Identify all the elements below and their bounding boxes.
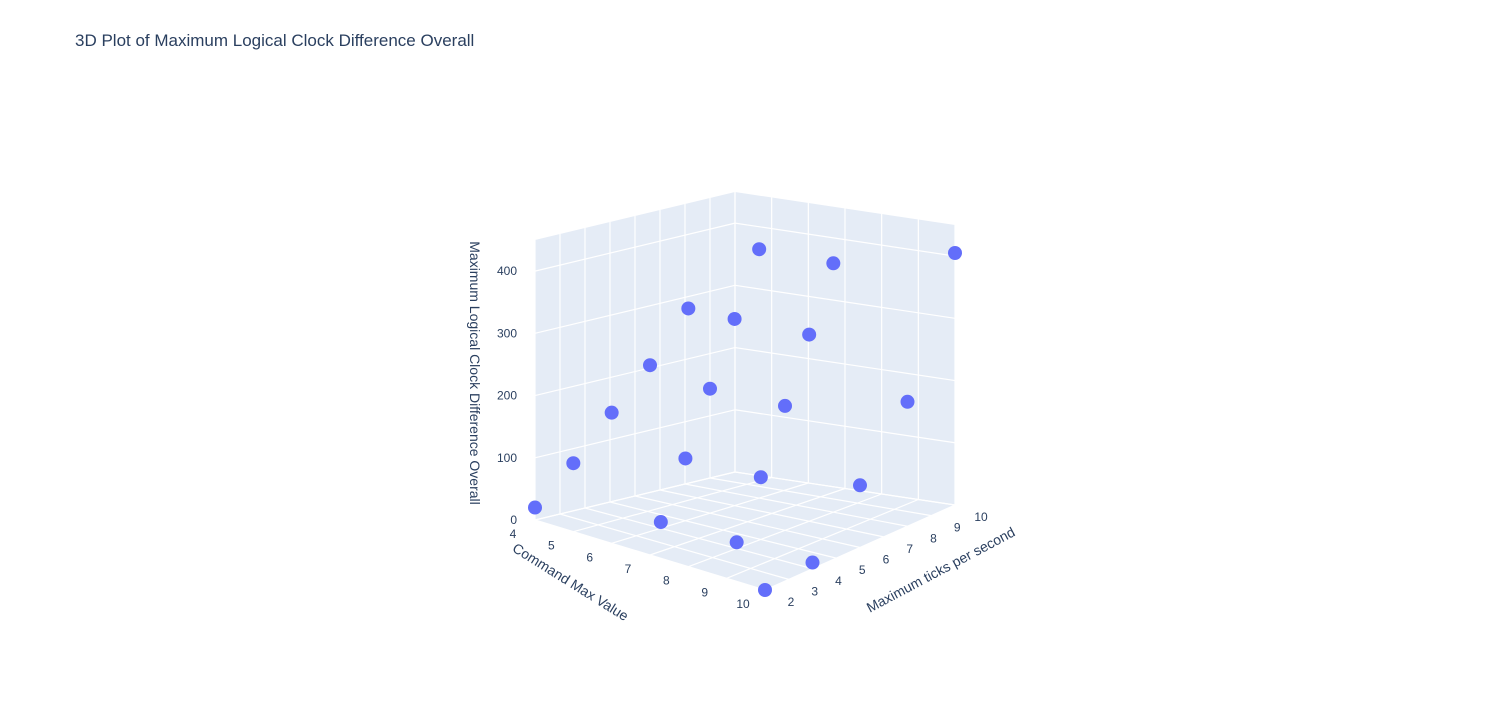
z-tick-label: 300: [497, 326, 517, 340]
markers[interactable]: [528, 242, 962, 597]
grid-line-z-left: [534, 346, 736, 397]
marker-point[interactable]: [604, 405, 619, 420]
x-tick-label: 7: [625, 562, 632, 576]
x-tick-label: 8: [663, 574, 670, 588]
grid-line-z-left: [534, 409, 736, 459]
grid-lines: [534, 192, 956, 591]
grid-line-y-floor: [659, 489, 884, 538]
grid-line-y-floor: [534, 519, 766, 591]
y-tick-label: 7: [906, 542, 913, 556]
grid-line-z-right: [734, 471, 956, 506]
marker-point[interactable]: [566, 456, 581, 471]
grid-line-z-left: [534, 284, 736, 334]
marker-point[interactable]: [643, 358, 657, 373]
y-tick-label: 8: [930, 531, 937, 545]
z-tick-label: 100: [497, 451, 517, 465]
marker-point[interactable]: [528, 500, 542, 515]
y-tick-label: 3: [811, 584, 818, 598]
grid-line-z-right: [734, 284, 956, 319]
marker-point[interactable]: [681, 301, 696, 316]
marker-point[interactable]: [802, 327, 817, 342]
y-tick-label: 6: [883, 553, 890, 567]
y-tick-label: 10: [974, 510, 988, 524]
marker-point[interactable]: [948, 246, 962, 260]
marker-point[interactable]: [727, 311, 742, 326]
grid-line-y-floor: [584, 507, 813, 570]
x-tick-label: 9: [701, 585, 708, 599]
marker-point[interactable]: [826, 256, 841, 271]
y-axis-title: Maximum ticks per second: [864, 524, 1018, 616]
grid-line-y-floor: [709, 477, 932, 517]
marker-point[interactable]: [653, 515, 668, 530]
y-tick-label: 5: [859, 563, 866, 577]
marker-point[interactable]: [703, 381, 717, 396]
plot-walls: [535, 192, 955, 590]
marker-point[interactable]: [758, 583, 772, 597]
marker-point[interactable]: [900, 394, 915, 409]
marker-point[interactable]: [678, 451, 693, 466]
y-tick-label: 2: [788, 595, 795, 609]
x-tick-label: 10: [736, 597, 750, 611]
z-tick-label: 400: [497, 264, 517, 278]
grid-line-y-floor: [634, 495, 861, 549]
z-axis-title: Maximum Logical Clock Difference Overall: [467, 241, 483, 505]
marker-point[interactable]: [853, 478, 867, 493]
x-tick-label: 6: [586, 550, 593, 564]
y-tick-label: 4: [835, 574, 842, 588]
grid-line-y-floor: [684, 483, 908, 527]
marker-point[interactable]: [778, 398, 792, 413]
y-tick-label: 9: [954, 521, 961, 535]
grid-line-z-right: [734, 409, 956, 444]
marker-point[interactable]: [729, 535, 744, 550]
grid-line-z-left: [534, 222, 736, 272]
x-tick-label: 5: [548, 539, 555, 553]
chart-title: 3D Plot of Maximum Logical Clock Differe…: [75, 31, 475, 50]
grid-line-y-floor: [559, 513, 789, 580]
z-tick-label: 0: [510, 513, 517, 527]
marker-point[interactable]: [805, 555, 820, 570]
marker-point[interactable]: [752, 242, 767, 257]
x-tick-label: 4: [510, 527, 517, 541]
grid-line-y-floor: [609, 501, 837, 559]
grid-line-z-right: [734, 222, 956, 257]
marker-point[interactable]: [753, 470, 768, 485]
x-axis-title: Command Max Value: [510, 540, 632, 624]
z-tick-label: 200: [497, 389, 517, 403]
grid-line-z-right: [734, 346, 956, 382]
grid-line-z-left: [534, 471, 736, 521]
